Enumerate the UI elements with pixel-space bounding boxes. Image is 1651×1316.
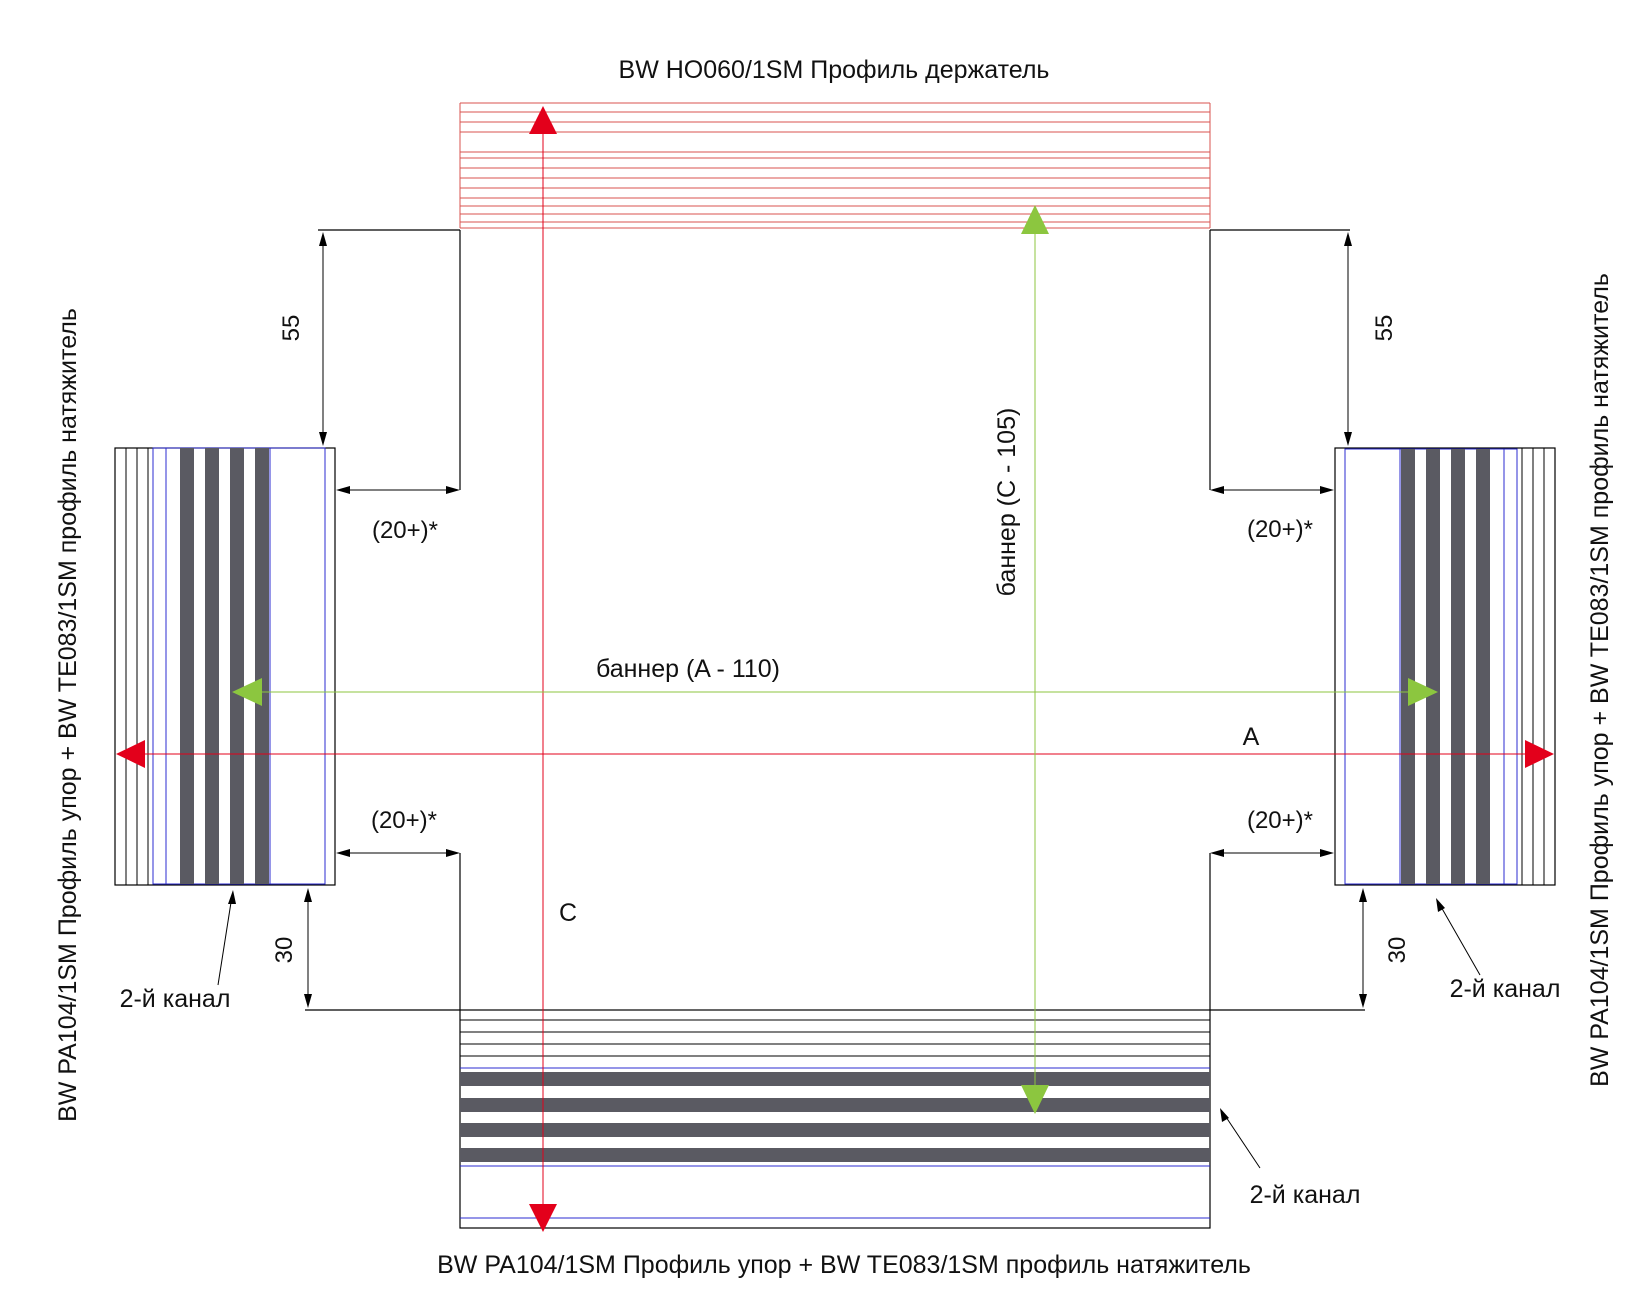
frame-outline [305,229,1365,1011]
left-channel-stripes [180,448,269,884]
right-profile-label: BW PA104/1SM Профиль упор + BW TE083/1SM… [1586,273,1614,1087]
gap-top-right-label: (20+)* [1247,516,1313,543]
banner-width-arrow [232,678,1438,706]
dim-55-left-label: 55 [278,315,305,342]
dimension-a-arrow [116,740,1554,768]
right-tension-profile [1334,447,1556,886]
dimension-lines [304,232,1367,1008]
channel-left-label: 2-й канал [120,985,231,1013]
dimension-c-arrow [529,106,557,1232]
right-channel-stripes [1401,449,1490,884]
channel-right-label: 2-й канал [1450,975,1561,1003]
dimension-c-label: C [559,899,577,927]
banner-height-arrow [1021,205,1049,1114]
dim-30-left-label: 30 [271,937,298,964]
top-holder-profile [459,102,1211,229]
banner-height-label: баннер (C - 105) [993,408,1021,597]
top-profile-label: BW HO060/1SM Профиль держатель [619,56,1050,84]
gap-top-left-label: (20+)* [372,517,438,544]
dim-30-right-label: 30 [1384,937,1411,964]
channel-leader-arrows [217,890,1481,1169]
left-profile-label: BW PA104/1SM Профиль упор + BW TE083/1SM… [54,308,82,1122]
bottom-channel-stripes [460,1072,1210,1162]
gap-bottom-right-label: (20+)* [1247,807,1313,834]
dimension-a-label: A [1243,723,1260,751]
left-tension-profile [114,447,336,886]
banner-width-label: баннер (A - 110) [596,655,780,683]
dim-55-right-label: 55 [1371,315,1398,342]
channel-bottom-label: 2-й канал [1250,1181,1361,1209]
bottom-tension-profile [459,1009,1211,1229]
gap-bottom-left-label: (20+)* [371,807,437,834]
bottom-profile-label: BW PA104/1SM Профиль упор + BW TE083/1SM… [437,1251,1251,1279]
